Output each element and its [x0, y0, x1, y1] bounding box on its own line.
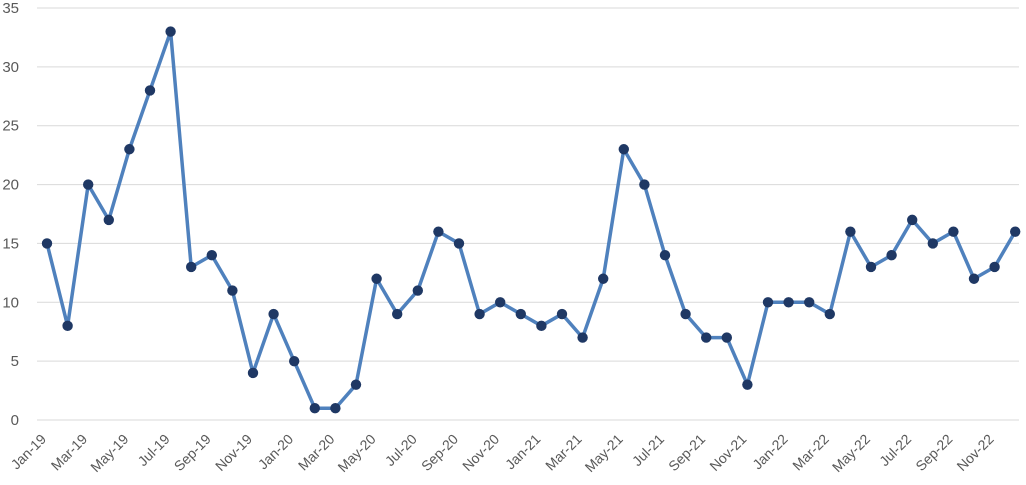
data-point — [762, 297, 774, 308]
data-point — [989, 261, 1000, 273]
data-point — [165, 26, 176, 37]
data-point — [474, 308, 485, 320]
data-point — [556, 308, 568, 320]
x-tick-label: Nov-22 — [953, 431, 996, 474]
x-tick-label: May-19 — [87, 431, 131, 475]
x-tick-label: Sep-22 — [912, 431, 955, 474]
data-point — [309, 403, 320, 414]
data-point — [103, 214, 115, 226]
series-layer — [41, 26, 1021, 414]
data-point — [268, 308, 279, 320]
x-tick-label: Jul-20 — [382, 431, 420, 469]
data-point — [371, 273, 382, 284]
x-tick-label: Jan-22 — [749, 431, 791, 473]
x-tick-label: Mar-19 — [48, 431, 91, 474]
data-point — [701, 332, 712, 343]
x-tick-label: Jan-20 — [255, 431, 297, 473]
x-tick-label: May-20 — [334, 431, 378, 475]
data-point — [412, 285, 423, 296]
data-point — [927, 238, 938, 249]
data-point — [247, 367, 259, 379]
x-tick-label: Jul-19 — [134, 431, 172, 469]
data-point — [206, 250, 217, 261]
data-point — [680, 308, 691, 320]
data-point — [330, 403, 341, 414]
data-point — [227, 285, 238, 296]
data-point — [804, 297, 815, 308]
data-point — [639, 179, 650, 190]
y-tick-label: 25 — [2, 118, 19, 135]
y-axis-tick-labels: 0 5 10 15 20 25 30 35 — [2, 0, 19, 429]
data-point — [865, 261, 877, 273]
data-point — [886, 250, 897, 261]
data-point — [433, 226, 444, 237]
data-point — [845, 226, 856, 237]
x-tick-label: Mar-21 — [542, 431, 585, 474]
data-point — [659, 250, 671, 261]
x-tick-label: Jan-19 — [8, 431, 50, 473]
x-tick-label: Sep-19 — [171, 431, 214, 474]
data-point — [536, 320, 547, 332]
x-tick-label: Mar-20 — [295, 431, 338, 474]
data-point — [515, 308, 526, 320]
x-tick-label: Sep-21 — [665, 431, 708, 474]
gridlines — [37, 7, 1019, 421]
data-point — [968, 273, 980, 284]
data-point — [824, 308, 835, 320]
y-tick-label: 5 — [11, 353, 19, 370]
data-point — [742, 379, 753, 390]
data-point — [1010, 226, 1021, 237]
data-point — [453, 238, 465, 249]
data-point — [495, 297, 506, 308]
data-point — [186, 261, 197, 273]
x-tick-label: May-21 — [582, 431, 626, 475]
x-tick-label: Nov-20 — [459, 431, 502, 474]
y-tick-label: 30 — [2, 59, 19, 76]
y-tick-label: 20 — [2, 177, 19, 194]
series-line — [45, 29, 1017, 410]
y-tick-label: 35 — [2, 0, 19, 17]
data-point — [721, 332, 732, 343]
x-tick-label: Mar-22 — [789, 431, 832, 474]
data-point — [62, 320, 73, 332]
data-point — [350, 379, 362, 390]
y-tick-label: 15 — [2, 235, 19, 252]
data-point — [577, 332, 588, 343]
data-point — [618, 144, 629, 155]
x-tick-label: May-22 — [829, 431, 873, 475]
x-tick-label: Sep-20 — [418, 431, 461, 474]
data-point — [124, 144, 135, 155]
y-tick-label: 0 — [11, 412, 19, 429]
data-point — [598, 273, 609, 284]
data-point — [144, 85, 156, 96]
y-tick-label: 10 — [2, 294, 19, 311]
data-point — [41, 238, 53, 249]
data-point — [783, 297, 794, 308]
x-tick-label: Jul-22 — [876, 431, 914, 469]
data-point — [907, 214, 918, 226]
x-tick-label: Nov-19 — [212, 431, 255, 474]
x-tick-label: Jul-21 — [629, 431, 667, 469]
data-point — [948, 226, 959, 237]
data-point — [83, 179, 94, 190]
data-point — [392, 308, 403, 320]
data-point — [289, 355, 300, 367]
x-tick-label: Nov-21 — [706, 431, 749, 474]
x-tick-label: Jan-21 — [502, 431, 544, 473]
